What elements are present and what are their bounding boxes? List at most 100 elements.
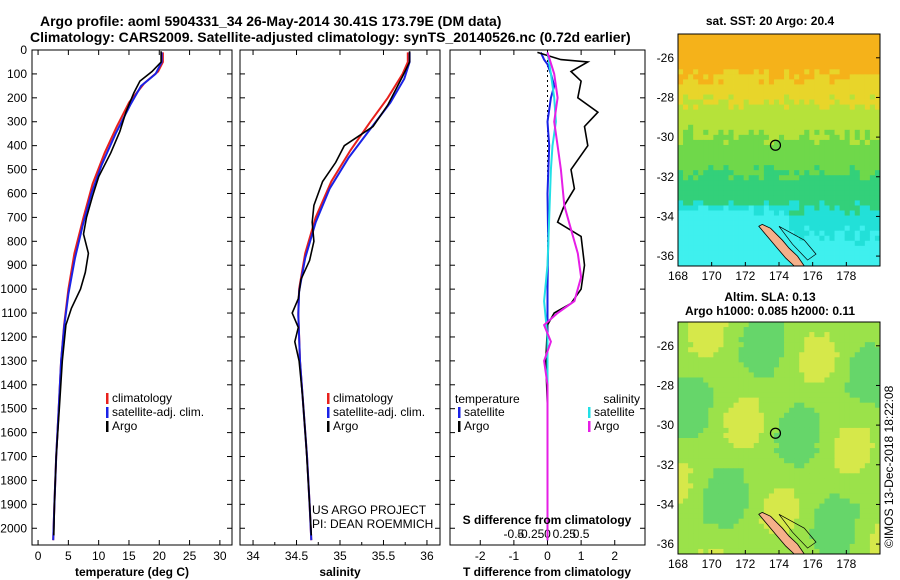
map-cell [869,190,876,196]
map-cell [859,377,866,383]
map-cell [789,382,795,388]
map-cell [849,129,856,136]
map-cell [763,200,770,206]
map-cell [784,195,790,201]
map-cell [728,377,734,383]
map-cell [869,528,876,535]
map-cell [683,503,689,510]
map-cell [789,94,795,100]
map-cell [733,392,739,399]
map-cell [859,528,866,535]
map-cell [809,443,815,449]
map-cell [844,533,851,540]
map-cell [844,255,851,262]
map-cell [799,367,805,373]
map-cell [779,69,785,75]
map-cell [819,422,825,429]
map-cell [718,468,724,474]
map-cell [718,478,724,484]
map-cell [814,438,820,444]
map-cell [829,407,835,414]
map-cell [728,255,734,262]
map-cell [678,387,684,394]
map-cell [733,523,739,530]
map-cell [854,397,861,404]
map-cell [763,195,770,201]
s-tick-label: -0.5 [504,527,525,541]
map-cell [844,185,851,191]
map-cell [768,493,775,499]
map-cell [683,185,689,191]
map-cell [728,367,734,373]
map-cell [809,362,815,368]
map-cell [789,210,795,216]
map-cell [728,225,734,232]
map-cell [693,220,699,227]
map-cell [874,407,881,414]
map-cell [874,332,881,338]
map-cell [768,134,775,141]
map-cell [864,513,871,520]
map-cell [849,453,856,459]
map-cell [708,205,714,211]
map-cell [763,347,770,353]
map-cell [753,488,760,494]
x-tick-label: 34 [246,549,260,563]
map-cell [708,332,714,338]
map-cell [718,69,724,75]
map-cell [844,322,851,328]
map-cell [688,134,694,141]
map-cell [804,478,810,484]
map-cell [839,165,846,171]
map-cell [804,255,810,262]
map-cell [779,357,785,363]
map-cell [758,69,765,75]
map-cell [809,417,815,424]
map-cell [784,94,790,100]
map-cell [854,175,861,181]
map-cell [728,215,734,222]
map-cell [703,463,709,469]
map-cell [768,458,775,464]
map-cell [834,503,840,510]
map-cell [748,104,755,111]
map-cell [728,528,734,535]
map-cell [874,129,881,136]
map-cell [799,250,805,257]
map-cell [864,412,871,419]
map-cell [678,195,684,201]
map-cell [819,397,825,404]
map-cell [718,352,724,358]
map-cell [738,538,745,545]
map-cell [804,347,810,353]
map-cell [703,438,709,444]
temp-legend-item-swatch [106,407,109,418]
map-cell [799,109,805,116]
map-cell [789,69,795,75]
map-cell [748,342,755,348]
map-cell [688,417,694,424]
map-cell [718,533,724,540]
map-cell [829,144,835,151]
map-cell [834,114,840,121]
map-cell [834,185,840,191]
map-cell [713,94,719,100]
map-cell [723,327,729,333]
map-cell [683,34,689,40]
map-cell [809,44,815,50]
map-cell [773,134,780,141]
map-cell [773,432,780,439]
map-cell [804,443,810,449]
map-cell [773,372,780,378]
map-cell [723,109,729,116]
map-cell [718,89,724,95]
shelf-contour [778,225,817,261]
map-cell [693,89,699,95]
map-cell [864,64,871,70]
map-cell [834,498,840,504]
map-cell [859,230,866,237]
map-cell [864,215,871,222]
map-cell [864,377,871,383]
map-cell [768,468,775,474]
map-cell [819,322,825,328]
